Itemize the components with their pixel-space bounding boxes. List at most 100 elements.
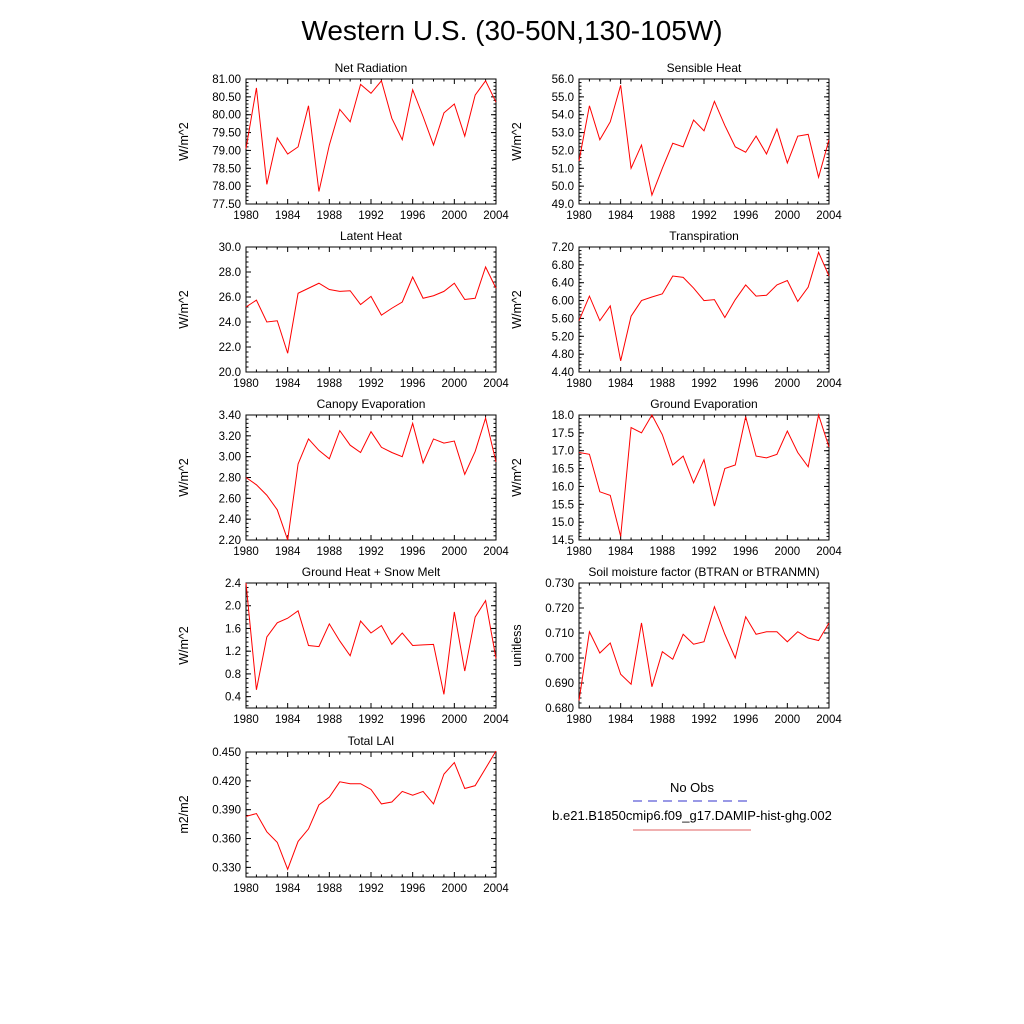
y-tick-label: 77.50: [212, 199, 241, 211]
series-line-ground-heat-snow-melt: [245, 582, 497, 695]
x-tick-label: 1980: [233, 714, 259, 726]
y-tick-label: 15.5: [552, 499, 574, 511]
y-axis-label: W/m^2: [510, 458, 524, 497]
x-tick-label: 2000: [442, 210, 468, 222]
x-tick-label: 1980: [566, 210, 592, 222]
x-tick-label: 1992: [691, 378, 717, 390]
x-tick-label: 2000: [775, 210, 801, 222]
x-tick-label: 1992: [358, 714, 384, 726]
x-tick-label: 1980: [233, 378, 259, 390]
x-tick-label: 1980: [566, 378, 592, 390]
x-tick-label: 1996: [733, 546, 759, 558]
x-tick-label: 2000: [775, 378, 801, 390]
panel-title: Sensible Heat: [667, 61, 742, 75]
x-tick-label: 1996: [400, 714, 426, 726]
y-tick-label: 16.0: [552, 481, 574, 493]
chart-ground-heat-snow-melt: 1980 1984 1988 1992 1996 2000 2004 0.4 0.8 1.2 1.6…: [177, 565, 509, 726]
series-line-transpiration: [578, 250, 830, 361]
x-tick-label: 1992: [358, 378, 384, 390]
y-tick-label: 6.80: [552, 260, 574, 272]
x-tick-label: 2004: [483, 714, 509, 726]
y-tick-label: 80.50: [212, 92, 241, 104]
y-axis-label: m2/m2: [177, 795, 191, 833]
x-tick-label: 1992: [358, 546, 384, 558]
x-tick-label: 1996: [733, 378, 759, 390]
y-tick-label: 2.4: [225, 578, 242, 590]
y-tick-label: 0.700: [545, 653, 574, 665]
y-tick-label: 0.360: [212, 834, 241, 846]
y-tick-label: 1.6: [225, 623, 241, 635]
chart-ground-evaporation: 1980 1984 1988 1992 1996 2000 2004 14.5 15.0 15.5…: [510, 397, 842, 558]
y-tick-label: 28.0: [219, 267, 241, 279]
y-tick-label: 0.4: [225, 692, 242, 704]
y-tick-label: 1.2: [225, 646, 241, 658]
legend-label-model: b.e21.B1850cmip6.f09_g17.DAMIP-hist-ghg.…: [552, 808, 832, 823]
y-tick-label: 79.00: [212, 145, 241, 157]
y-axis-label: W/m^2: [510, 122, 524, 161]
x-tick-label: 2004: [483, 546, 509, 558]
y-tick-label: 78.00: [212, 181, 241, 193]
x-tick-label: 2000: [442, 883, 468, 895]
x-tick-label: 1980: [233, 546, 259, 558]
y-tick-label: 53.0: [552, 128, 574, 140]
y-tick-label: 54.0: [552, 110, 574, 122]
y-tick-label: 7.20: [552, 242, 574, 254]
y-tick-label: 0.8: [225, 669, 241, 681]
figure-title: Western U.S. (30-50N,130-105W): [301, 15, 722, 46]
chart-total-lai: 1980 1984 1988 1992 1996 2000 2004 0.330 0.360 0.…: [177, 734, 509, 895]
plot-frame: [245, 246, 497, 373]
y-tick-label: 26.0: [219, 292, 241, 304]
panel-title: Total LAI: [348, 734, 395, 748]
panel-title: Transpiration: [669, 229, 739, 243]
y-tick-label: 4.80: [552, 349, 574, 361]
x-tick-label: 1984: [608, 210, 634, 222]
y-tick-label: 2.0: [225, 601, 241, 613]
x-tick-label: 2004: [483, 883, 509, 895]
x-tick-label: 1984: [608, 378, 634, 390]
legend-label-obs: No Obs: [670, 780, 715, 795]
chart-panels: 1980 1984 1988 1992 1996 2000 2004 77.50 78.00 78…: [177, 61, 842, 895]
x-tick-label: 1996: [733, 210, 759, 222]
y-tick-label: 15.0: [552, 517, 574, 529]
x-tick-label: 1988: [650, 378, 676, 390]
x-tick-label: 1992: [691, 210, 717, 222]
y-tick-label: 0.420: [212, 776, 241, 788]
x-tick-label: 1996: [733, 714, 759, 726]
series-line-sensible-heat: [578, 85, 830, 197]
x-tick-label: 1988: [650, 546, 676, 558]
y-tick-label: 51.0: [552, 163, 574, 175]
chart-transpiration: 1980 1984 1988 1992 1996 2000 2004 4.40 4.80 5.20…: [510, 229, 842, 390]
y-tick-label: 0.690: [545, 678, 574, 690]
y-tick-label: 20.0: [219, 367, 241, 379]
y-tick-label: 0.710: [545, 628, 574, 640]
y-axis-label: W/m^2: [177, 122, 191, 161]
x-tick-label: 1992: [358, 210, 384, 222]
x-tick-label: 1996: [400, 210, 426, 222]
x-tick-label: 2004: [816, 378, 842, 390]
x-tick-label: 1988: [317, 714, 343, 726]
panel-title: Latent Heat: [340, 229, 403, 243]
y-tick-label: 4.40: [552, 367, 574, 379]
x-tick-label: 1988: [317, 883, 343, 895]
plot-frame: [578, 78, 830, 205]
x-tick-label: 1984: [608, 714, 634, 726]
x-tick-label: 1984: [275, 546, 301, 558]
y-tick-label: 79.50: [212, 128, 241, 140]
y-tick-label: 50.0: [552, 181, 574, 193]
x-tick-label: 2000: [775, 714, 801, 726]
x-tick-label: 1996: [400, 378, 426, 390]
y-tick-label: 78.50: [212, 163, 241, 175]
panel-title: Net Radiation: [335, 61, 408, 75]
x-tick-label: 1988: [650, 210, 676, 222]
x-tick-label: 2000: [442, 378, 468, 390]
y-tick-label: 3.00: [219, 452, 241, 464]
x-tick-label: 1984: [275, 210, 301, 222]
y-tick-label: 3.40: [219, 410, 241, 422]
x-tick-label: 2004: [816, 714, 842, 726]
panel-title: Ground Heat + Snow Melt: [302, 565, 441, 579]
plot-frame: [578, 582, 830, 709]
x-tick-label: 2000: [775, 546, 801, 558]
y-tick-label: 55.0: [552, 92, 574, 104]
panel-title: Ground Evaporation: [650, 397, 757, 411]
